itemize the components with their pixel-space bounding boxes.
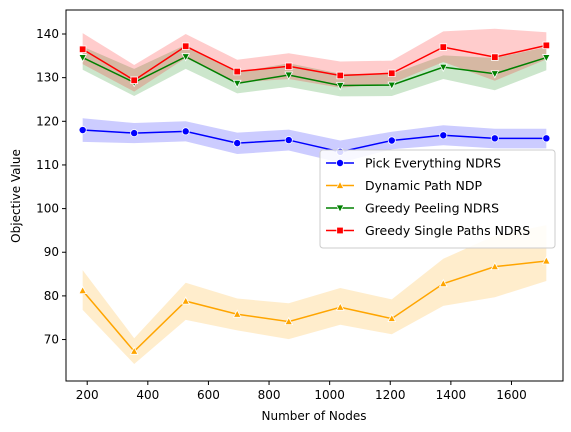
greedy-single-paths-ndrs-point — [285, 62, 293, 71]
greedy-single-paths-ndrs-point — [130, 76, 138, 84]
y-axis-label: Objective Value — [9, 149, 23, 243]
y-tick-label: 110 — [36, 158, 59, 172]
x-tick-label: 1000 — [314, 388, 345, 402]
series-lines — [82, 44, 547, 353]
legend: Pick Everything NDRS Dynamic Path NDP Gree… — [319, 149, 556, 249]
greedy-single-paths-ndrs-line — [82, 44, 547, 82]
dynamic-path-ndp-point — [335, 302, 345, 311]
pick-everything-ndrs-point — [284, 136, 293, 145]
greedy-single-paths-ndrs-point — [233, 67, 241, 76]
pick-everything-ndrs-point — [542, 134, 551, 143]
legend-label-dynamic-path-ndp: Dynamic Path NDP — [365, 178, 483, 193]
greedy-peeling-ndrs-point — [232, 79, 242, 89]
greedy-peeling-ndrs-point — [541, 54, 551, 63]
pick-everything-ndrs-point — [233, 139, 242, 148]
greedy-single-paths-ndrs-point — [491, 53, 499, 61]
greedy-peeling-ndrs-point — [284, 71, 294, 80]
x-axis-label: Number of Nodes — [262, 409, 367, 423]
pick-everything-ndrs-line — [82, 129, 547, 153]
pick-everything-ndrs-point — [181, 127, 190, 136]
dynamic-path-ndp-point — [129, 346, 139, 355]
legend-marker-dynamic-path-ndp — [335, 180, 345, 189]
greedy-single-paths-ndrs-point — [336, 71, 344, 80]
greedy-peeling-ndrs-point — [181, 53, 191, 62]
legend-label-pick-everything-ndrs: Pick Everything NDRS — [365, 156, 501, 171]
pick-everything-ndrs-point — [130, 129, 139, 138]
x-tick-label: 1200 — [375, 388, 406, 402]
dynamic-path-ndp-point — [438, 278, 448, 288]
dynamic-path-ndp-point — [490, 261, 500, 271]
x-tick-label: 800 — [258, 388, 281, 402]
legend-marker-pick-everything-ndrs — [335, 158, 344, 167]
dynamic-path-ndp-point — [78, 285, 88, 295]
x-tick-label: 600 — [197, 388, 220, 402]
x-tick-label: 200 — [76, 388, 99, 402]
dynamic-path-ndp-point — [232, 309, 242, 318]
pick-everything-ndrs-point — [439, 131, 448, 140]
y-tick-label: 80 — [44, 289, 59, 303]
y-tick-label: 140 — [36, 27, 59, 41]
dynamic-path-ndp-point — [284, 316, 294, 326]
pick-everything-ndrs-band — [82, 118, 547, 163]
greedy-peeling-ndrs-line — [82, 55, 547, 87]
legend-marker-greedy-peeling-ndrs — [335, 204, 345, 213]
greedy-single-paths-ndrs-point — [182, 42, 190, 50]
dynamic-path-ndp-point — [541, 256, 551, 265]
greedy-single-paths-ndrs-band — [82, 28, 547, 92]
legend-box — [319, 149, 556, 249]
y-tick-label: 130 — [36, 71, 59, 85]
y-tick-label: 100 — [36, 202, 59, 216]
legend-marker-greedy-single-paths-ndrs — [336, 226, 344, 235]
x-tick-label: 400 — [136, 388, 159, 402]
legend-label-greedy-single-paths-ndrs: Greedy Single Paths NDRS — [365, 223, 530, 238]
pick-everything-ndrs-point — [78, 126, 87, 135]
y-tick-label: 120 — [36, 114, 59, 128]
x-tick-label: 1600 — [496, 388, 527, 402]
greedy-single-paths-ndrs-point — [388, 69, 396, 77]
dynamic-path-ndp-point — [181, 296, 191, 305]
plot-frame — [65, 9, 564, 382]
y-axis-ticks: 70 80 90 100 110 120 130 140 — [36, 27, 66, 347]
pick-everything-ndrs-point — [490, 134, 499, 143]
greedy-single-paths-ndrs-point — [439, 43, 447, 51]
x-tick-label: 1400 — [436, 388, 467, 402]
y-tick-label: 90 — [44, 245, 59, 259]
greedy-peeling-ndrs-point — [335, 82, 345, 91]
greedy-peeling-ndrs-point — [438, 63, 448, 73]
greedy-single-paths-ndrs-point — [542, 41, 551, 50]
greedy-single-paths-ndrs-point — [78, 45, 87, 53]
greedy-peeling-ndrs-point — [78, 54, 88, 63]
greedy-peeling-ndrs-point — [490, 70, 500, 79]
y-tick-label: 70 — [44, 333, 59, 347]
dynamic-path-ndp-point — [387, 313, 397, 322]
x-axis-ticks: 200 400 600 800 1000 1200 1400 1600 — [76, 381, 527, 402]
legend-label-greedy-peeling-ndrs: Greedy Peeling NDRS — [365, 201, 499, 216]
dynamic-path-ndp-line — [82, 260, 547, 353]
pick-everything-ndrs-point — [387, 136, 396, 145]
greedy-peeling-ndrs-point — [387, 81, 397, 90]
